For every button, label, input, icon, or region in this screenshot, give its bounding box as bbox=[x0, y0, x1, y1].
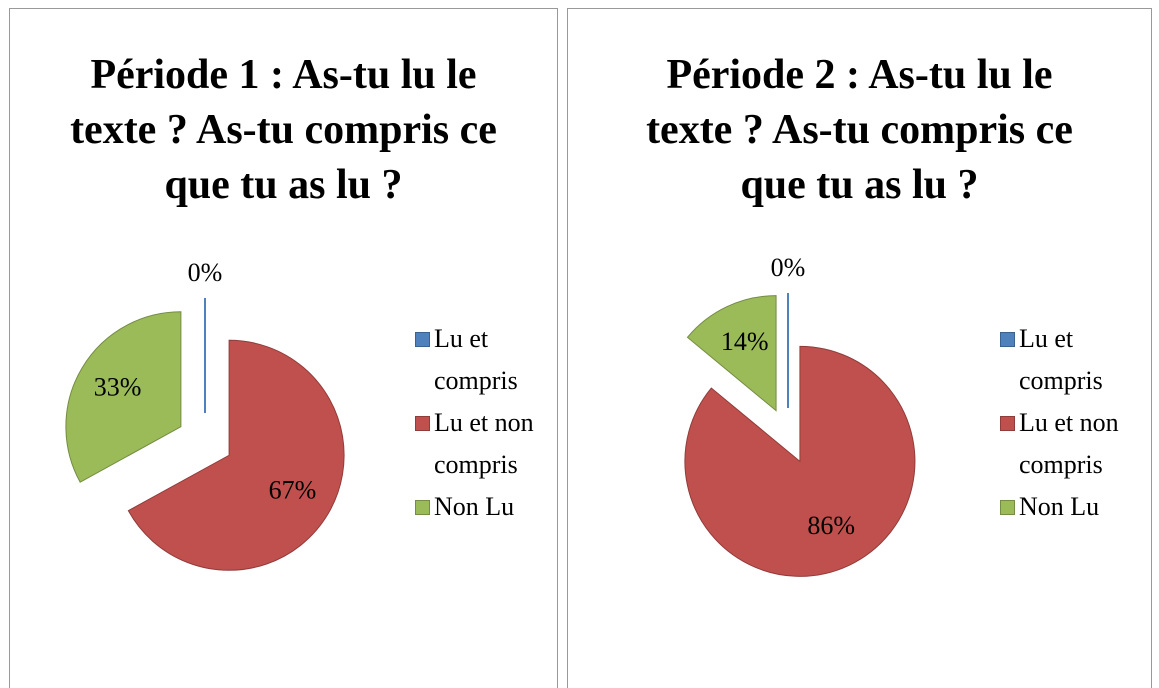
legend-swatch bbox=[415, 416, 430, 431]
legend-swatch bbox=[415, 332, 430, 347]
data-label: 86% bbox=[807, 511, 855, 540]
pie-slice bbox=[65, 311, 182, 483]
data-label: 67% bbox=[269, 476, 317, 505]
chart-title: Période 1 : As-tu lu le texte ? As-tu co… bbox=[70, 52, 497, 208]
legend-swatch bbox=[1000, 500, 1015, 515]
data-label: 0% bbox=[771, 253, 806, 282]
legend-swatch bbox=[415, 500, 430, 515]
legend: Lu et compris Lu et non compris Non Lu bbox=[1000, 318, 1150, 528]
legend-label: Lu et non compris bbox=[1019, 408, 1119, 479]
pie-slice bbox=[686, 295, 777, 412]
data-label: 33% bbox=[94, 372, 142, 401]
legend-label: Lu et non compris bbox=[434, 408, 534, 479]
legend-item: Lu et compris bbox=[1000, 318, 1150, 402]
legend-swatch bbox=[1000, 416, 1015, 431]
data-label: 14% bbox=[721, 327, 769, 356]
legend-item: Lu et non compris bbox=[1000, 402, 1150, 486]
legend-label: Non Lu bbox=[434, 492, 515, 521]
chart-title: Période 2 : As-tu lu le texte ? As-tu co… bbox=[646, 52, 1073, 208]
legend-item: Lu et compris bbox=[415, 318, 565, 402]
chart-panel bbox=[9, 8, 558, 688]
legend: Lu et compris Lu et non compris Non Lu bbox=[415, 318, 565, 528]
legend-item: Non Lu bbox=[415, 486, 565, 528]
legend-label: Non Lu bbox=[1019, 492, 1100, 521]
chart-panel bbox=[567, 8, 1152, 688]
legend-swatch bbox=[1000, 332, 1015, 347]
legend-label: Lu et compris bbox=[434, 324, 518, 395]
legend-item: Lu et non compris bbox=[415, 402, 565, 486]
legend-label: Lu et compris bbox=[1019, 324, 1103, 395]
pie-slice bbox=[684, 345, 916, 577]
data-label: 0% bbox=[188, 258, 223, 287]
pie-slice bbox=[127, 339, 345, 571]
legend-item: Non Lu bbox=[1000, 486, 1150, 528]
